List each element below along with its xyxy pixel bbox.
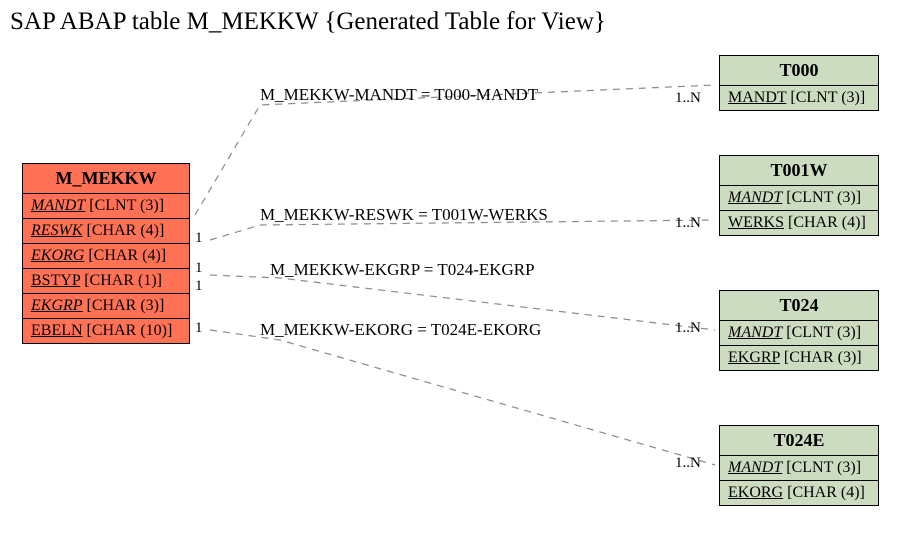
entity-field: MANDT [CLNT (3)] xyxy=(720,321,878,346)
relationship-label: M_MEKKW-EKORG = T024E-EKORG xyxy=(260,320,541,340)
cardinality-extra: 1 xyxy=(195,278,203,295)
entity-field: EKORG [CHAR (4)] xyxy=(720,481,878,505)
relationship-label: M_MEKKW-RESWK = T001W-WERKS xyxy=(260,205,548,225)
entity-field: EBELN [CHAR (10)] xyxy=(23,319,189,343)
entity-t024: T024MANDT [CLNT (3)]EKGRP [CHAR (3)] xyxy=(719,290,879,371)
cardinality-from: 1 xyxy=(195,230,203,247)
entity-header: T000 xyxy=(720,56,878,86)
cardinality-to: 1..N xyxy=(675,215,701,232)
relationship-label: M_MEKKW-MANDT = T000-MANDT xyxy=(260,85,538,105)
entity-t024e: T024EMANDT [CLNT (3)]EKORG [CHAR (4)] xyxy=(719,425,879,506)
cardinality-from: 1 xyxy=(195,260,203,277)
entity-t000: T000MANDT [CLNT (3)] xyxy=(719,55,879,111)
entity-field: MANDT [CLNT (3)] xyxy=(720,456,878,481)
cardinality-from: 1 xyxy=(195,320,203,337)
entity-field: EKGRP [CHAR (3)] xyxy=(720,346,878,370)
entity-field: MANDT [CLNT (3)] xyxy=(23,194,189,219)
cardinality-to: 1..N xyxy=(675,455,701,472)
entity-header: T024 xyxy=(720,291,878,321)
entity-m_mekkw: M_MEKKWMANDT [CLNT (3)]RESWK [CHAR (4)]E… xyxy=(22,163,190,344)
entity-field: EKGRP [CHAR (3)] xyxy=(23,294,189,319)
page-title: SAP ABAP table M_MEKKW {Generated Table … xyxy=(10,8,606,36)
cardinality-to: 1..N xyxy=(675,320,701,337)
entity-field: EKORG [CHAR (4)] xyxy=(23,244,189,269)
entity-field: MANDT [CLNT (3)] xyxy=(720,186,878,211)
entity-header: T024E xyxy=(720,426,878,456)
entity-field: WERKS [CHAR (4)] xyxy=(720,211,878,235)
entity-t001w: T001WMANDT [CLNT (3)]WERKS [CHAR (4)] xyxy=(719,155,879,236)
relationship-label: M_MEKKW-EKGRP = T024-EKGRP xyxy=(270,260,535,280)
cardinality-to: 1..N xyxy=(675,90,701,107)
entity-field: MANDT [CLNT (3)] xyxy=(720,86,878,110)
entity-field: RESWK [CHAR (4)] xyxy=(23,219,189,244)
entity-header: M_MEKKW xyxy=(23,164,189,194)
entity-header: T001W xyxy=(720,156,878,186)
entity-field: BSTYP [CHAR (1)] xyxy=(23,269,189,294)
